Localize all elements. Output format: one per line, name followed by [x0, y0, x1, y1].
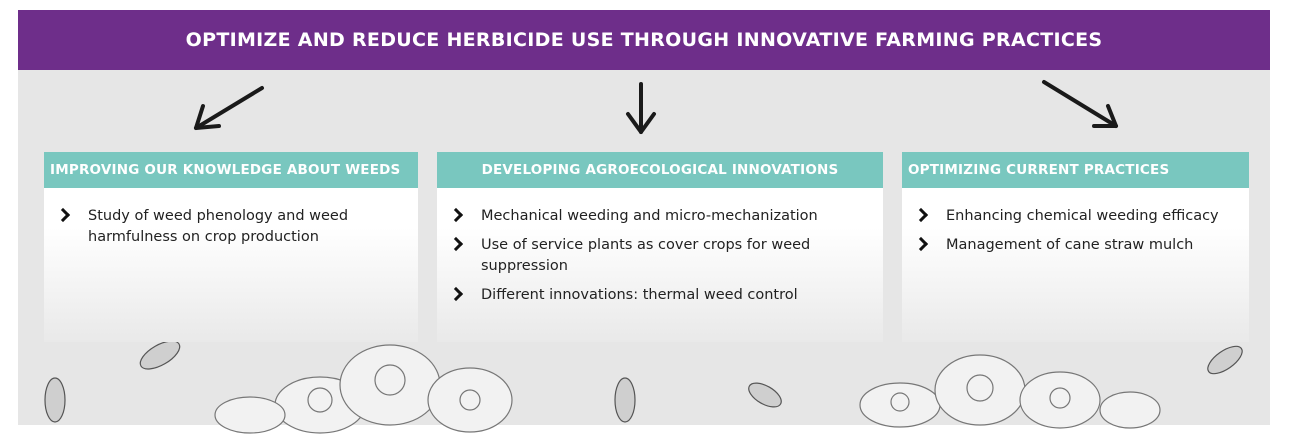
arrow-left — [194, 86, 264, 130]
bullet-item: Different innovations: thermal weed cont… — [447, 285, 869, 306]
arrow-right — [1042, 80, 1118, 128]
arrow-right-head — [1092, 104, 1118, 128]
bullet-item: Mechanical weeding and micro-mechanizati… — [447, 206, 869, 227]
arrow-middle-head — [626, 112, 656, 134]
column-title: OPTIMIZING CURRENT PRACTICES — [902, 152, 1249, 188]
flowers — [214, 344, 1161, 434]
bullet-item: Enhancing chemical weeding efficacy — [912, 206, 1235, 227]
column: OPTIMIZING CURRENT PRACTICES Enhancing c… — [902, 152, 1249, 342]
bees — [44, 340, 1243, 423]
bullet-item: Study of weed phenology and weed harmful… — [54, 206, 404, 248]
arrow-left-head — [194, 104, 221, 130]
column-title: IMPROVING OUR KNOWLEDGE ABOUT WEEDS — [44, 152, 418, 188]
item-list: Mechanical weeding and micro-mechanizati… — [437, 206, 883, 306]
bullet-item: Use of service plants as cover crops for… — [447, 235, 869, 277]
column: DEVELOPING AGROECOLOGICAL INNOVATIONS Me… — [437, 152, 883, 342]
column-title: DEVELOPING AGROECOLOGICAL INNOVATIONS — [437, 152, 883, 188]
arrows — [194, 80, 1118, 134]
bullet-item: Management of cane straw mulch — [912, 235, 1235, 256]
item-list: Study of weed phenology and weed harmful… — [44, 206, 418, 248]
banner-title: OPTIMIZE AND REDUCE HERBICIDE USE THROUG… — [18, 10, 1270, 70]
column: IMPROVING OUR KNOWLEDGE ABOUT WEEDS Stud… — [44, 152, 418, 342]
item-list: Enhancing chemical weeding efficacy Manag… — [902, 206, 1249, 256]
